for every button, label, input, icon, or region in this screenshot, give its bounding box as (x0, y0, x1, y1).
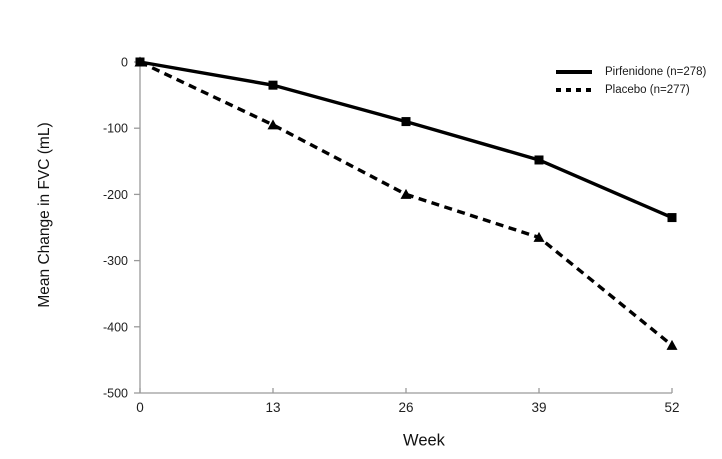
x-tick-label: 39 (531, 400, 546, 415)
series-line-placebo-n-277 (139, 60, 674, 347)
marker-square-pirfenidone-n-278 (401, 117, 411, 127)
marker-square-pirfenidone-n-278 (135, 57, 145, 67)
marker-triangle-placebo-n-277 (267, 119, 279, 130)
x-tick-label: 0 (136, 400, 144, 415)
marker-triangle-placebo-n-277 (533, 231, 545, 242)
marker-square-pirfenidone-n-278 (534, 155, 544, 165)
x-tick-label: 26 (398, 400, 413, 415)
marker-square-pirfenidone-n-278 (268, 80, 278, 90)
legend-label-placebo: Placebo (n=277) (605, 84, 690, 96)
y-axis-title: Mean Change in FVC (mL) (36, 122, 53, 308)
legend-label-pirfenidone: Pirfenidone (n=278) (605, 66, 707, 78)
legend: Pirfenidone (n=278) Placebo (n=277) (556, 63, 706, 99)
x-tick-label: 52 (664, 400, 679, 415)
y-tick-label: 0 (121, 56, 128, 70)
dotted-line-swatch-icon (556, 88, 592, 92)
legend-row-placebo: Placebo (n=277) (556, 81, 706, 99)
x-tick-label: 13 (265, 400, 280, 415)
marker-triangle-placebo-n-277 (666, 339, 678, 350)
solid-line-swatch-icon (556, 70, 592, 74)
y-tick-label: -300 (103, 254, 128, 268)
y-tick-label: -200 (103, 188, 128, 202)
legend-row-pirfenidone: Pirfenidone (n=278) (556, 63, 706, 81)
y-tick-label: -500 (103, 387, 128, 401)
y-tick-label: -100 (103, 122, 128, 136)
marker-square-pirfenidone-n-278 (667, 213, 677, 223)
x-axis-title: Week (403, 431, 445, 450)
marker-triangle-placebo-n-277 (400, 188, 412, 199)
y-tick-label: -400 (103, 320, 128, 334)
